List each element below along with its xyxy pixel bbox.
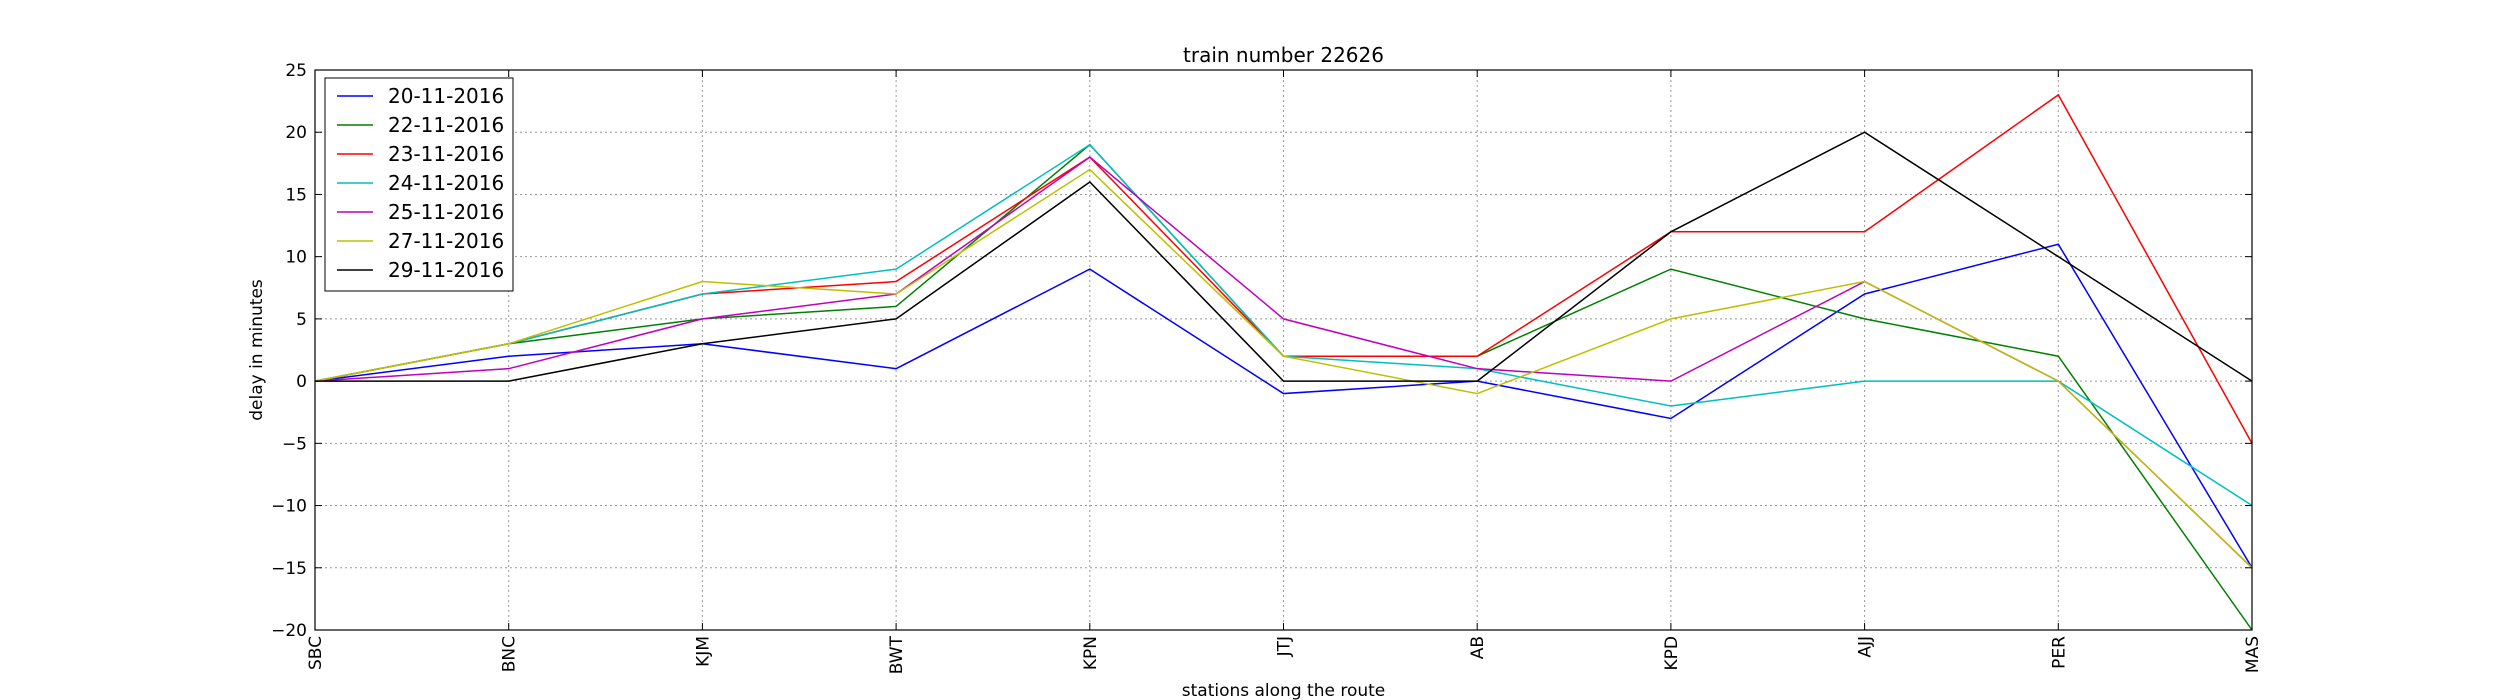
legend-box: [324, 77, 514, 292]
series-line-29-11-2016: [315, 131, 2253, 382]
y-tick-label: 0: [296, 372, 307, 392]
legend-label: 22-11-2016: [388, 113, 504, 137]
x-tick-label: SBC: [306, 636, 326, 670]
y-axis-label: delay in minutes: [247, 279, 267, 421]
y-tick-label: −10: [271, 497, 307, 517]
legend-label: 27-11-2016: [388, 229, 504, 253]
y-tick-label: 25: [285, 61, 307, 81]
y-tick-label: 10: [285, 248, 307, 268]
y-tick-label: −20: [271, 621, 307, 641]
y-tick-label: 20: [285, 123, 307, 143]
x-tick-label: AB: [1468, 636, 1488, 659]
x-tick-label: MAS: [2243, 636, 2263, 673]
x-tick-label: AJJ: [1856, 636, 1876, 658]
y-tick-label: 15: [285, 185, 307, 205]
x-tick-label: JTJ: [1275, 636, 1295, 657]
axis-ticks: −20 −15 −10 −5 0 5 10 15 20 25 SBC BNC KJM BWT KPN JTJ A…: [271, 61, 2263, 674]
legend: 20-11-2016 22-11-2016 23-11-2016 24-11-2016…: [324, 77, 514, 292]
x-tick-label: BNC: [500, 636, 520, 672]
x-tick-label: BWT: [887, 635, 907, 674]
series-line-22-11-2016: [314, 143, 2253, 631]
y-tick-label: 5: [296, 310, 307, 330]
legend-label: 29-11-2016: [388, 258, 504, 282]
x-axis-label: stations along the route: [1182, 681, 1386, 700]
legend-label: 23-11-2016: [388, 142, 504, 166]
y-tick-label: −5: [282, 434, 307, 454]
y-tick-label: −15: [271, 559, 307, 579]
series-line-27-11-2016: [314, 168, 2253, 569]
x-tick-label: KPD: [1662, 636, 1682, 671]
x-tick-label: PER: [2049, 636, 2069, 669]
grid-lines: [315, 70, 2252, 630]
legend-label: 20-11-2016: [388, 84, 504, 108]
x-tick-label: KPN: [1081, 636, 1101, 670]
x-tick-label: KJM: [693, 636, 713, 667]
legend-label: 24-11-2016: [388, 171, 504, 195]
chart-title: train number 22626: [1183, 43, 1384, 67]
series-lines: [314, 93, 2253, 631]
legend-label: 25-11-2016: [388, 200, 504, 224]
series-line-20-11-2016: [314, 243, 2253, 569]
